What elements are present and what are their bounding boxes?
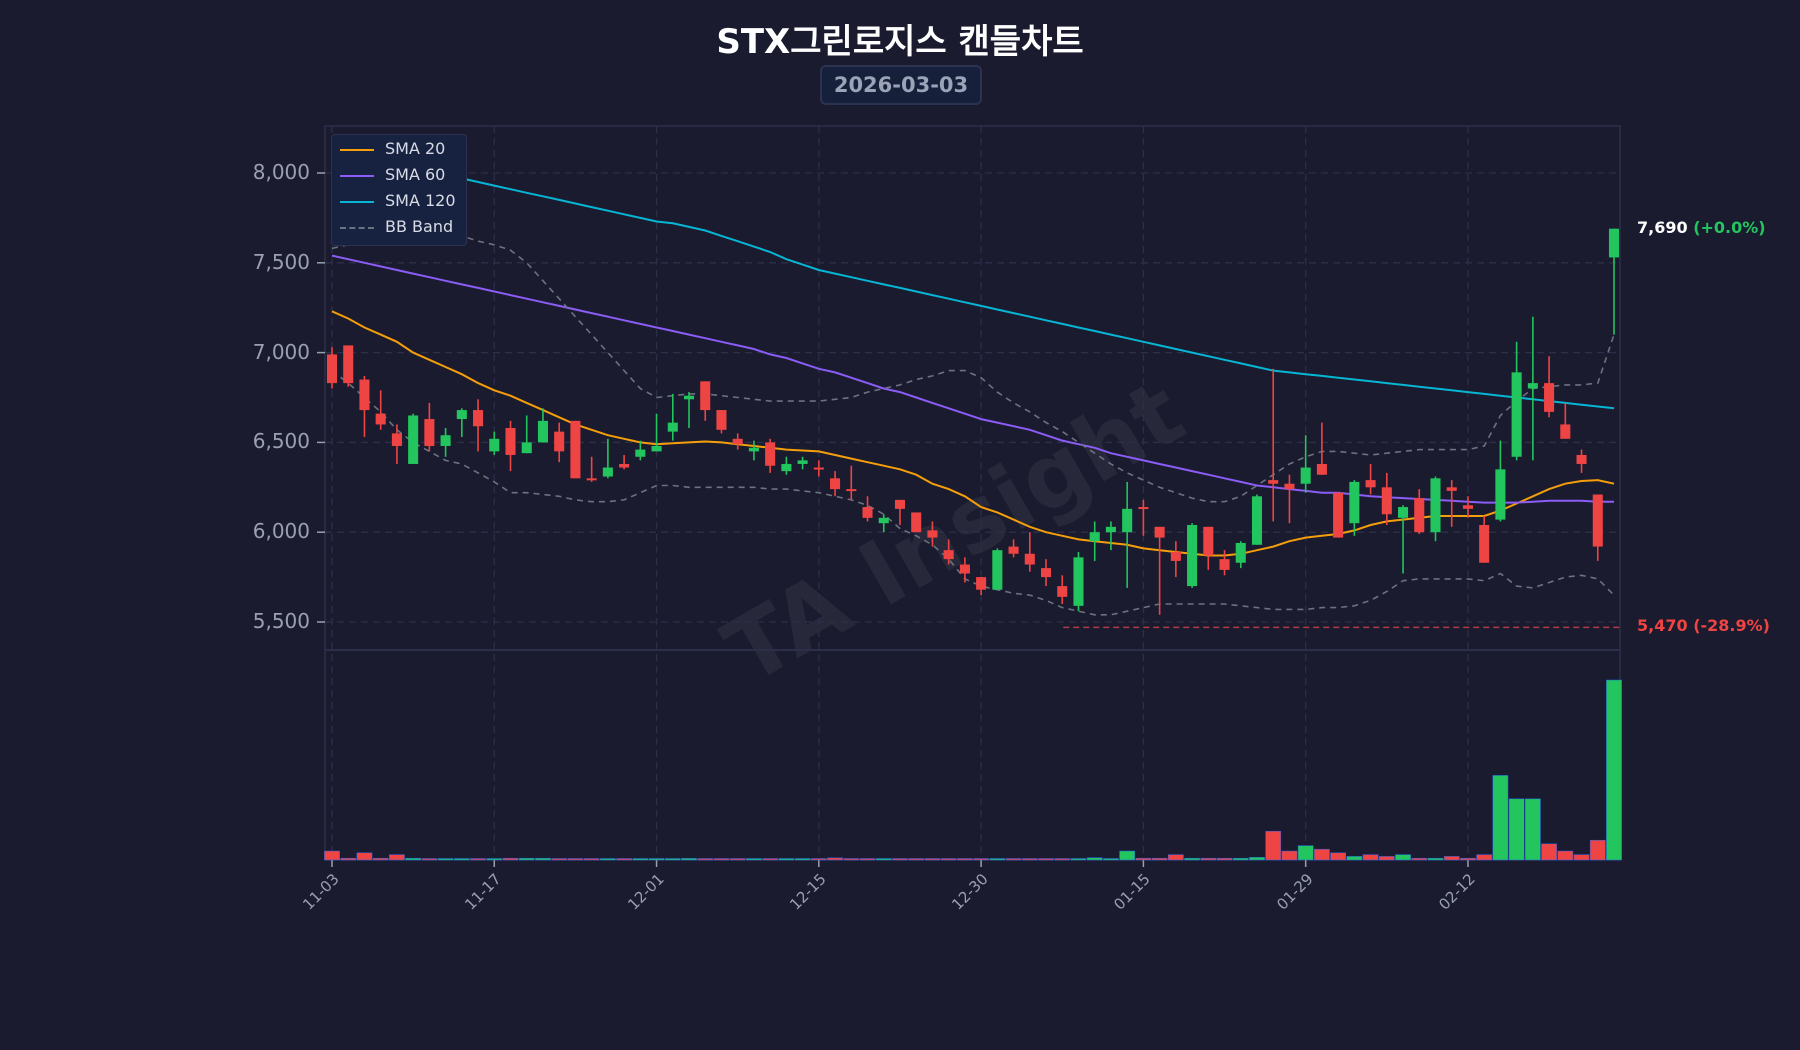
sma60-swatch-icon bbox=[340, 175, 374, 177]
y-tick-label: 7,000 bbox=[252, 339, 310, 364]
chart-title: STX그린로지스 캔들차트 bbox=[716, 22, 1084, 62]
chart-legend: SMA 20 SMA 60 SMA 120 BB Band bbox=[331, 134, 467, 246]
low-price-label: 5,470 (-28.9%) bbox=[1637, 616, 1770, 635]
sma20-swatch-icon bbox=[340, 149, 374, 151]
y-tick-label: 5,500 bbox=[252, 609, 310, 633]
y-tick-label: 6,000 bbox=[252, 519, 310, 544]
y-tick-label: 7,500 bbox=[252, 249, 310, 274]
date-badge: 2026-03-03 bbox=[820, 65, 982, 105]
sma120-swatch-icon bbox=[340, 201, 374, 203]
bb-band-swatch-icon bbox=[340, 227, 374, 229]
y-tick-label: 6,500 bbox=[252, 429, 310, 454]
last-price-label: 7,690 (+0.0%) bbox=[1637, 218, 1766, 237]
y-tick-label: 8,000 bbox=[252, 160, 310, 184]
